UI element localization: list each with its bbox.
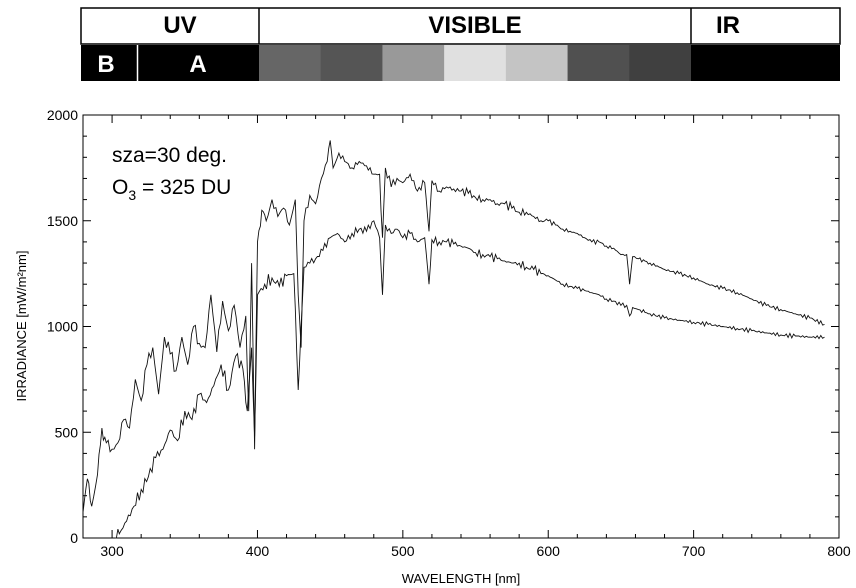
y-tick-label: 0 [70,530,78,546]
annotation-sza: sza=30 deg. [112,144,227,167]
band-label-ir: IR [716,12,740,39]
y-tick-label: 500 [55,424,79,440]
irradiance-series-1 [82,140,825,513]
band-label-uv-a: A [189,51,206,78]
ir-swatch [691,45,840,81]
uv-b-swatch [81,45,137,81]
annotation-ozone-value: = 325 DU [136,176,231,199]
y-tick-label: 1000 [47,319,78,335]
band-header-top-row [80,7,841,45]
annotation-ozone: O3 = 325 DU [112,176,231,203]
irradiance-series-2 [114,220,825,539]
y-axis-title: IRRADIANCE [mW/m²nm] [14,251,29,402]
band-label-uv-b: B [97,51,114,78]
visible-swatch-1 [259,45,322,81]
x-tick-label: 500 [391,543,415,559]
annotation-ozone-symbol: O [112,176,128,199]
y-tick-label: 1500 [47,213,78,229]
data-series [82,140,825,539]
annotation-ozone-subscript: 3 [128,187,136,203]
band-label-uv: UV [163,12,196,39]
x-tick-label: 800 [827,543,851,559]
x-tick-label: 600 [537,543,561,559]
x-axis-title: WAVELENGTH [nm] [402,571,520,586]
axis-ticks: 300 400 500 600 700 800 0 500 1000 1500 2000 [47,107,851,559]
x-tick-label: 400 [246,543,270,559]
visible-swatch-6 [567,45,630,81]
uv-a-swatch [138,45,259,81]
visible-swatch-4 [444,45,507,81]
visible-swatch-7 [629,45,692,81]
x-tick-label: 700 [682,543,706,559]
visible-swatch-5 [505,45,569,81]
spectrum-band-header: UV VISIBLE IR B A [80,7,841,81]
band-label-visible: VISIBLE [428,12,521,39]
y-tick-label: 2000 [47,107,78,123]
visible-swatch-3 [382,45,445,81]
visible-swatch-2 [320,45,383,81]
visible-swatches [259,45,692,81]
x-tick-label: 300 [100,543,124,559]
